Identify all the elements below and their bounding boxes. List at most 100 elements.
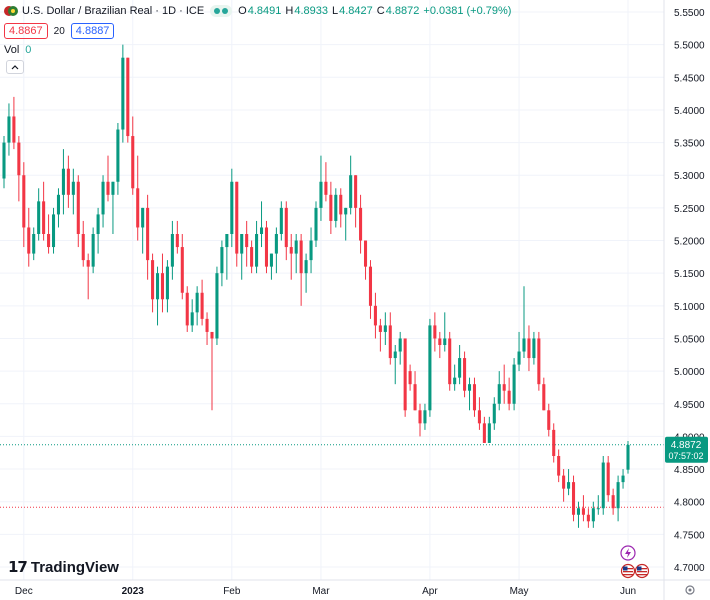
candle-body[interactable] bbox=[51, 214, 56, 248]
candle-body[interactable] bbox=[220, 247, 224, 274]
candle-body[interactable] bbox=[359, 207, 363, 241]
candle-body[interactable] bbox=[116, 129, 120, 182]
candle-body[interactable] bbox=[596, 508, 600, 510]
lightning-icon[interactable] bbox=[620, 545, 636, 561]
candle-body[interactable] bbox=[324, 181, 328, 195]
candle-body[interactable] bbox=[581, 508, 585, 515]
candle-body[interactable] bbox=[472, 384, 477, 411]
candle-body[interactable] bbox=[344, 207, 348, 215]
candle-body[interactable] bbox=[106, 181, 110, 195]
settings-gear-icon[interactable] bbox=[685, 585, 695, 595]
candle-body[interactable] bbox=[61, 168, 65, 195]
candle-body[interactable] bbox=[12, 116, 16, 143]
candle-body[interactable] bbox=[284, 207, 288, 248]
candle-body[interactable] bbox=[180, 247, 184, 293]
candle-body[interactable] bbox=[264, 227, 269, 267]
candle-body[interactable] bbox=[334, 194, 338, 221]
candle-body[interactable] bbox=[274, 234, 278, 254]
candle-body[interactable] bbox=[146, 207, 150, 261]
candle-body[interactable] bbox=[517, 351, 521, 365]
candle-body[interactable] bbox=[482, 423, 486, 443]
candle-body[interactable] bbox=[571, 482, 576, 515]
candle-body[interactable] bbox=[259, 227, 264, 234]
candle-body[interactable] bbox=[522, 338, 526, 352]
candle-body[interactable] bbox=[438, 338, 442, 345]
candle-body[interactable] bbox=[269, 253, 273, 267]
candle-body[interactable] bbox=[76, 181, 80, 234]
candle-body[interactable] bbox=[17, 142, 21, 176]
candle-body[interactable] bbox=[537, 338, 541, 385]
candle-body[interactable] bbox=[81, 234, 85, 261]
candle-body[interactable] bbox=[527, 338, 531, 359]
candle-body[interactable] bbox=[512, 364, 516, 404]
tradingview-logo[interactable]: 17 TradingView bbox=[8, 558, 119, 576]
candle-body[interactable] bbox=[32, 234, 36, 254]
candle-body[interactable] bbox=[47, 234, 51, 248]
candle-body[interactable] bbox=[294, 240, 298, 254]
candle-body[interactable] bbox=[532, 338, 536, 359]
candle-body[interactable] bbox=[428, 325, 432, 411]
candle-body[interactable] bbox=[433, 325, 437, 339]
candle-body[interactable] bbox=[7, 116, 11, 143]
candle-body[interactable] bbox=[388, 325, 392, 359]
candle-body[interactable] bbox=[354, 175, 358, 208]
candle-body[interactable] bbox=[250, 247, 254, 267]
candle-body[interactable] bbox=[225, 234, 229, 248]
candle-body[interactable] bbox=[621, 475, 625, 483]
candle-body[interactable] bbox=[314, 207, 318, 241]
candle-body[interactable] bbox=[413, 384, 417, 411]
candle-body[interactable] bbox=[403, 338, 407, 411]
bid-price[interactable]: 4.8867 bbox=[4, 23, 48, 39]
candle-body[interactable] bbox=[71, 181, 75, 195]
candle-body[interactable] bbox=[319, 181, 323, 208]
candle-body[interactable] bbox=[190, 312, 194, 326]
us-flag-icon[interactable] bbox=[634, 563, 650, 579]
candle-body[interactable] bbox=[453, 377, 457, 385]
market-status-icon[interactable] bbox=[210, 5, 233, 17]
candle-body[interactable] bbox=[210, 331, 214, 339]
candle-body[interactable] bbox=[136, 188, 140, 228]
candle-body[interactable] bbox=[502, 384, 506, 391]
candle-body[interactable] bbox=[240, 234, 244, 254]
candle-body[interactable] bbox=[547, 410, 551, 430]
candle-body[interactable] bbox=[230, 181, 234, 234]
candle-body[interactable] bbox=[393, 351, 397, 359]
candle-body[interactable] bbox=[165, 266, 169, 300]
candle-body[interactable] bbox=[245, 234, 249, 248]
candle-body[interactable] bbox=[255, 234, 259, 267]
candle-body[interactable] bbox=[606, 462, 610, 496]
candle-body[interactable] bbox=[557, 456, 561, 476]
candle-body[interactable] bbox=[611, 495, 615, 509]
candle-body[interactable] bbox=[458, 358, 462, 378]
candle-body[interactable] bbox=[601, 462, 605, 509]
candle-body[interactable] bbox=[477, 410, 481, 424]
candle-body[interactable] bbox=[304, 260, 308, 274]
candle-body[interactable] bbox=[552, 429, 556, 456]
candle-body[interactable] bbox=[126, 57, 130, 137]
us-flag-icon[interactable] bbox=[620, 563, 636, 579]
candle-body[interactable] bbox=[235, 181, 239, 254]
candle-body[interactable] bbox=[567, 482, 571, 489]
candle-body[interactable] bbox=[299, 240, 303, 274]
candle-body[interactable] bbox=[200, 292, 204, 319]
candle-body[interactable] bbox=[507, 390, 511, 404]
candle-body[interactable] bbox=[141, 207, 145, 228]
candle-body[interactable] bbox=[562, 475, 566, 489]
candle-body[interactable] bbox=[215, 273, 219, 339]
candle-body[interactable] bbox=[66, 168, 70, 195]
candle-body[interactable] bbox=[408, 371, 412, 385]
candle-body[interactable] bbox=[279, 207, 283, 234]
volume-label[interactable]: Vol bbox=[4, 44, 20, 56]
candle-body[interactable] bbox=[27, 227, 31, 254]
candle-body[interactable] bbox=[2, 142, 6, 179]
candle-body[interactable] bbox=[37, 201, 41, 234]
candle-body[interactable] bbox=[378, 325, 382, 332]
candle-body[interactable] bbox=[329, 194, 333, 221]
candle-body[interactable] bbox=[151, 260, 155, 300]
candle-body[interactable] bbox=[155, 273, 160, 300]
candle-body[interactable] bbox=[423, 410, 427, 424]
candle-body[interactable] bbox=[586, 514, 590, 522]
candle-body[interactable] bbox=[170, 234, 174, 267]
